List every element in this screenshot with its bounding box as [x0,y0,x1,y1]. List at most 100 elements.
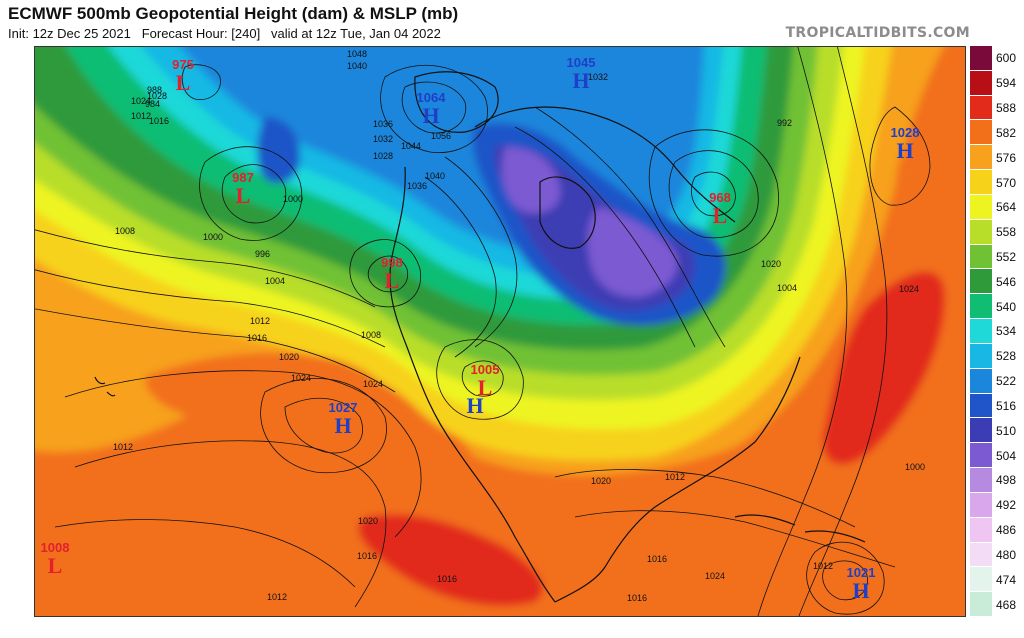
isobar [869,106,931,206]
isobar [349,239,422,308]
isobar [380,64,488,154]
colorbar-row: 492 [970,492,1024,518]
colorbar-row: 504 [970,443,1024,469]
pressure-value: 1045 [567,55,596,70]
colorbar-swatch [970,294,992,320]
isobar-label: 1020 [761,259,781,269]
colorbar-swatch [970,393,992,419]
isobar [514,126,696,348]
pressure-letter: H [896,138,913,163]
colorbar-swatch [970,170,992,195]
isobar [199,146,303,241]
colorbar-row: 546 [970,269,1024,295]
colorbar-row: 480 [970,542,1024,568]
colorbar-label: 498 [996,473,1017,488]
isobar [35,229,376,308]
isobar [806,541,885,615]
colorbar-swatch [970,492,992,518]
isobar-label: 1020 [591,476,611,486]
colorbar-swatch [970,592,992,617]
colorbar-label: 504 [996,448,1017,463]
pressure-letter: H [852,578,869,603]
pressure-letter: H [466,393,483,418]
isobar [401,81,467,134]
chart-title: ECMWF 500mb Geopotential Height (dam) & … [8,4,459,23]
high-pressure-center: H [466,393,483,418]
colorbar-label: 546 [996,274,1017,289]
colorbar-label: 576 [996,150,1017,165]
colorbar-label: 528 [996,349,1017,364]
colorbar-swatch [970,70,992,96]
isobar-label: 1000 [283,194,303,204]
colorbar-swatch [970,244,992,270]
colorbar-row: 570 [970,170,1024,195]
pressure-value: 1021 [847,565,876,580]
colorbar-row: 594 [970,70,1024,96]
pressure-letter: L [236,183,251,208]
isobar-label: 1020 [279,352,299,362]
hudson-bay [539,176,596,249]
height-band-516c [257,117,300,184]
isobar [648,129,779,257]
isobar-label: 1008 [361,330,381,340]
height-shading [35,47,965,616]
colorbar-swatch [970,542,992,568]
isobar [35,308,396,393]
pressure-value: 1005 [471,362,500,377]
coastlines [94,71,866,603]
coast-east [554,356,801,603]
isobar [798,47,888,616]
colorbar-label: 570 [996,175,1017,190]
isobar-label: 1028 [147,91,167,101]
brand-watermark: TROPICALTIDBITS.COM [785,25,970,41]
colorbar-swatch [970,194,992,220]
height-band-588b [358,514,544,606]
isobar-label: 1004 [265,276,285,286]
pressure-letter: H [422,103,439,128]
colorbar-swatch [970,269,992,295]
colorbar-row: 474 [970,567,1024,593]
isobar-label: 1012 [813,561,833,571]
pressure-value: 968 [709,190,731,205]
isobar-label: 1016 [647,554,667,564]
pressure-value: 975 [172,57,194,72]
isobar-label: 1040 [425,171,445,181]
isobar [424,176,497,358]
colorbar-swatch [970,418,992,444]
colorbar-label: 558 [996,225,1017,240]
colorbar-swatch [970,517,992,543]
colorbar-swatch [970,468,992,493]
isobar-label: 1016 [247,333,267,343]
isobar-label: 1000 [203,232,223,242]
chart-subtitle: Init: 12z Dec 25 2021 Forecast Hour: [24… [8,26,441,41]
pressure-value: 1064 [417,90,447,105]
colorbar-label: 600 [996,51,1017,66]
pressure-letter: L [713,203,728,228]
pressure-letter: L [385,268,400,293]
isobars [35,47,931,616]
colorbar-label: 492 [996,498,1017,513]
isobar-label: 1024 [705,571,725,581]
isobar [554,469,856,528]
colorbar-row: 510 [970,418,1024,444]
colorbar-swatch [970,95,992,121]
pressure-value: 987 [232,170,254,185]
isobar-label: 1044 [401,141,421,151]
pressure-value: 1027 [329,400,358,415]
height-band-504 [587,207,678,298]
isobar-label: 1020 [358,516,378,526]
greenland-coast [414,71,499,133]
isobar [54,519,356,588]
colorbar-row: 534 [970,319,1024,344]
colorbar-label: 516 [996,398,1017,413]
colorbar-label: 564 [996,200,1017,215]
colorbar-swatch [970,443,992,469]
isobar-labels: 1008100010041012101610201024101210201016… [113,49,925,603]
isobar-label: 1024 [131,96,151,106]
colorbar-row: 528 [970,343,1024,369]
